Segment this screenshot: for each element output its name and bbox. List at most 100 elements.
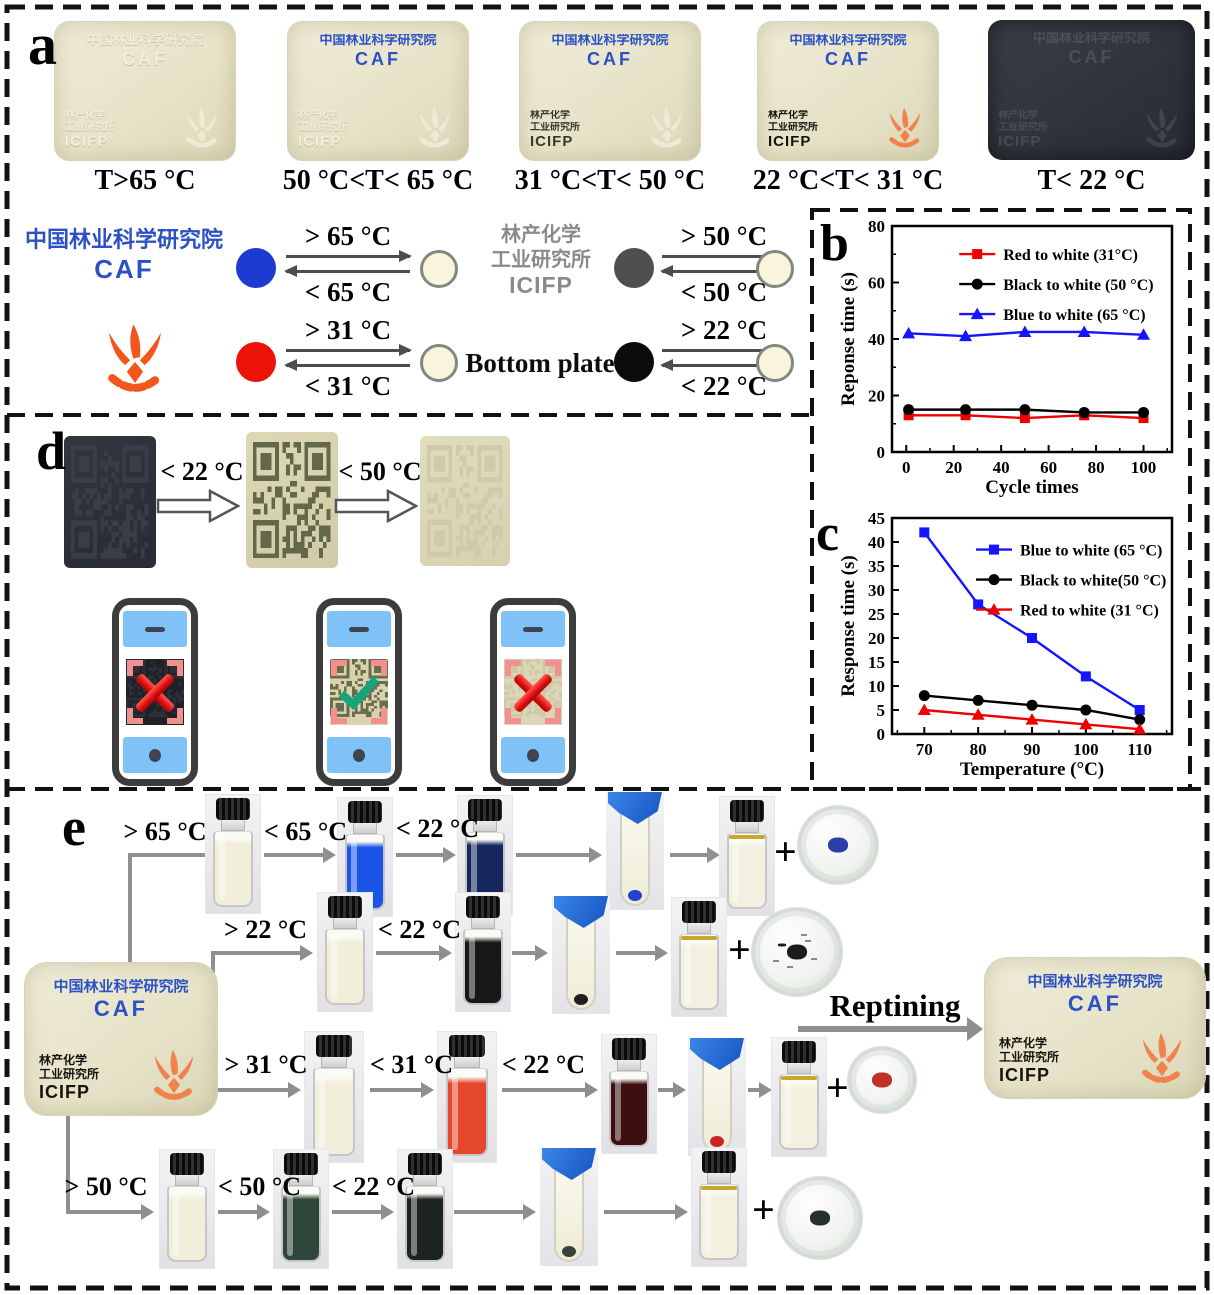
svg-text:0: 0 <box>877 725 886 744</box>
card-inst-en: CAF <box>355 49 401 69</box>
scan-corner-icon <box>371 660 387 676</box>
card-icifp-cn1: 林产化学 <box>65 110 105 121</box>
svg-text:40: 40 <box>868 533 885 552</box>
flow-arrow <box>66 1204 154 1220</box>
vial-maroon <box>602 1035 656 1153</box>
icifp-logo-icon <box>644 104 690 150</box>
vial-black <box>456 893 510 1011</box>
temp-below: < 22 °C <box>680 371 768 402</box>
panel-d-label: d <box>36 421 67 481</box>
caf-abbr: CAF <box>94 254 154 285</box>
svg-text:Temperature (°C): Temperature (°C) <box>960 759 1104 780</box>
white-ink-dot <box>420 250 458 288</box>
icifp-chinese-1: 林产化学 <box>501 222 581 246</box>
card-inst-en: CAF <box>825 49 871 69</box>
card-inst-cn: 中国林业科学研究院 <box>551 34 669 47</box>
temp-above: > 50 °C <box>680 221 768 251</box>
card-icifp-cn1: 林产化学 <box>999 1037 1048 1051</box>
scan-corner-icon <box>167 708 183 724</box>
svg-text:0: 0 <box>877 443 886 462</box>
reversible-arrows-icon <box>284 344 412 372</box>
svg-text:Reponse time (s): Reponse time (s) <box>838 272 859 406</box>
scan-corner-icon <box>127 660 143 676</box>
scan-fail-x-icon <box>510 669 556 715</box>
residue-blob <box>872 1072 892 1088</box>
flow-arrow <box>211 945 313 961</box>
temp-range-label: 50 °C<T< 65 °C <box>282 165 474 196</box>
svg-text:45: 45 <box>868 509 885 528</box>
card-inst-en: CAF <box>122 49 168 69</box>
temp-range-label: 22 °C<T< 31 °C <box>752 165 944 196</box>
phone-top-bar <box>123 611 187 647</box>
speaker-icon <box>523 626 543 632</box>
panel-c-label: c <box>816 505 840 562</box>
step-label: < 31 °C <box>370 1050 453 1079</box>
red-ink-dot <box>236 342 276 382</box>
scan-corner-icon <box>505 660 521 676</box>
scan-corner-icon <box>505 708 521 724</box>
svg-text:15: 15 <box>868 653 885 672</box>
svg-text:Cycle times: Cycle times <box>985 477 1078 498</box>
flow-arrow <box>370 1082 434 1098</box>
svg-text:100: 100 <box>1073 740 1099 759</box>
card-icifp-cn1: 林产化学 <box>768 110 808 121</box>
card-inst-cn: 中国林业科学研究院 <box>53 979 189 994</box>
flow-arrow <box>454 1204 536 1220</box>
svg-text:80: 80 <box>868 217 885 236</box>
icifp-logo-icon <box>179 104 225 150</box>
flow-arrow <box>748 1082 772 1098</box>
caf-chinese-name: 中国林业科学研究院 <box>24 228 223 253</box>
flow-arrow <box>264 847 336 863</box>
step-label: < 22 °C <box>378 915 461 944</box>
qr-plate-faded <box>420 436 510 566</box>
vial-clear <box>692 1148 746 1266</box>
temp-above: > 31 °C <box>304 315 392 345</box>
card-icifp-en: ICIFP <box>998 133 1042 150</box>
svg-text:60: 60 <box>1040 458 1057 477</box>
card-photo-31-50: 中国林业科学研究院 CAF 林产化学 工业研究所 ICIFP <box>520 22 700 160</box>
temp-range-label: T< 22 °C <box>1037 165 1146 196</box>
hollow-arrow-icon <box>156 488 240 524</box>
card-inst-en: CAF <box>1068 47 1115 67</box>
temp-below: < 50 °C <box>680 277 768 308</box>
dish-dark-residue <box>778 1177 862 1259</box>
flow-arrow <box>670 847 720 863</box>
step-label: < 50 °C <box>218 1172 301 1201</box>
residue-blob <box>810 1210 830 1226</box>
svg-text:40: 40 <box>868 330 885 349</box>
card-inst-cn: 中国林业科学研究院 <box>1032 32 1150 45</box>
card-photo-above-65: 中国林业科学研究院 CAF 林产化学 工业研究所 ICIFP <box>55 22 235 160</box>
card-inst-en: CAF <box>93 996 149 1021</box>
dish-red-residue <box>848 1047 916 1113</box>
svg-text:80: 80 <box>970 740 987 759</box>
step-label: < 22 °C <box>332 1172 415 1201</box>
tube-red-residue <box>688 1038 746 1156</box>
phone-bottom-bar <box>327 737 391 773</box>
vial-clear <box>772 1038 826 1156</box>
phone-top-bar <box>501 611 565 647</box>
panel-b-label: b <box>820 215 849 272</box>
card-inst-cn: 中国林业科学研究院 <box>86 34 204 47</box>
vial-clear <box>720 797 774 915</box>
svg-text:40: 40 <box>993 458 1010 477</box>
transition-65: > 65 °C < 65 °C <box>282 222 414 307</box>
tube-black-residue <box>552 896 610 1014</box>
phone-scan-fail-1 <box>112 598 198 786</box>
black-ink-dot <box>614 342 654 382</box>
svg-text:70: 70 <box>916 740 933 759</box>
qr-step-label: < 50 °C <box>338 457 422 486</box>
step-label: < 22 °C <box>396 814 479 843</box>
scan-fail-x-icon <box>132 669 178 715</box>
scan-corner-icon <box>545 660 561 676</box>
hollow-arrow-icon <box>334 488 418 524</box>
card-inst-en: CAF <box>587 49 633 69</box>
card-icifp-cn1: 林产化学 <box>298 110 338 121</box>
icifp-logo-icon <box>882 104 928 150</box>
residue-blob <box>787 944 807 960</box>
temp-below: < 65 °C <box>304 277 392 308</box>
blue-cloth <box>690 1038 744 1070</box>
card-icifp-en: ICIFP <box>999 1065 1051 1085</box>
step-label: > 31 °C <box>224 1050 308 1079</box>
gray-ink-dot <box>614 248 654 288</box>
